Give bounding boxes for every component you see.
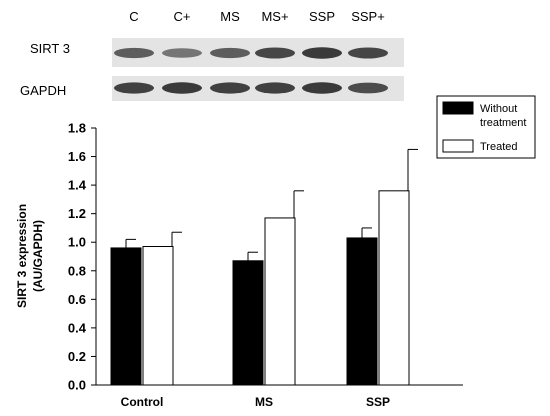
blot-bands-sirt3 [114,47,388,59]
y-axis-title-line1: SIRT 3 expression [15,204,29,308]
bar-treated [142,246,174,386]
blot-band [114,82,154,94]
blot-lane-label: SSP [309,9,335,24]
legend-label-without: Without [480,103,517,115]
blot-band [210,47,250,59]
blot-band [162,48,202,58]
x-axis-category-labels: Control MS SSP [121,395,390,409]
y-tick-label: 0.4 [68,320,87,335]
blot-row-label-sirt3: SIRT 3 [30,41,70,56]
x-category-label: Control [121,395,164,409]
y-tick-label: 1.6 [68,149,86,164]
blot-band [348,82,388,94]
y-tick-label: 0.0 [68,378,86,393]
bar-treated [378,190,410,386]
bar-chart: 0.0 0.2 0.4 0.6 0.8 1.0 1.2 1.4 1.6 1.8 Control MS… [15,95,536,409]
blot-lane-label: C [129,9,138,24]
blot-band [302,47,342,59]
blot-lane-label: MS+ [261,9,288,24]
blot-band [348,47,388,59]
blot-row-label-gapdh: GAPDH [20,83,66,98]
blot-band [255,82,295,94]
legend-label-treatment: treatment [480,117,526,129]
legend-swatch-treated [442,139,474,153]
bar-series [110,148,418,386]
blot-lane-labels: C C+ MS MS+ SSP SSP+ [129,9,385,24]
y-tick-label: 1.2 [68,206,86,221]
blot-lane-label: C+ [174,9,191,24]
bar-without-treatment [110,247,142,386]
legend: Without treatment Treated [436,95,536,159]
bar-without-treatment [232,260,264,386]
y-tick-label: 1.0 [68,235,86,250]
x-category-label: SSP [366,395,390,409]
y-tick-label: 0.8 [68,263,86,278]
x-category-label: MS [255,395,273,409]
legend-label-treated: Treated [480,141,518,153]
legend-swatch-without-treatment [442,101,474,115]
blot-lane-label: MS [220,9,240,24]
bar-treated [264,217,296,386]
blot-bands-gapdh [114,82,388,94]
blot-band [210,82,250,94]
bar-without-treatment [346,237,378,386]
western-blot-panel: C C+ MS MS+ SSP SSP+ SIRT 3 GAPDH [20,9,404,101]
blot-band [162,82,202,94]
blot-band [114,47,154,59]
y-tick-label: 0.2 [68,349,86,364]
blot-band [302,82,342,94]
y-tick-label: 1.4 [68,178,87,193]
y-tick-label: 0.6 [68,292,86,307]
y-axis-title-line2: (AU/GAPDH) [31,220,45,292]
y-axis-title: SIRT 3 expression (AU/GAPDH) [15,204,45,308]
y-axis-ticks: 0.0 0.2 0.4 0.6 0.8 1.0 1.2 1.4 1.6 1.8 [68,121,96,393]
y-tick-label: 1.8 [68,121,86,136]
blot-band [255,47,295,59]
blot-lane-label: SSP+ [351,9,385,24]
